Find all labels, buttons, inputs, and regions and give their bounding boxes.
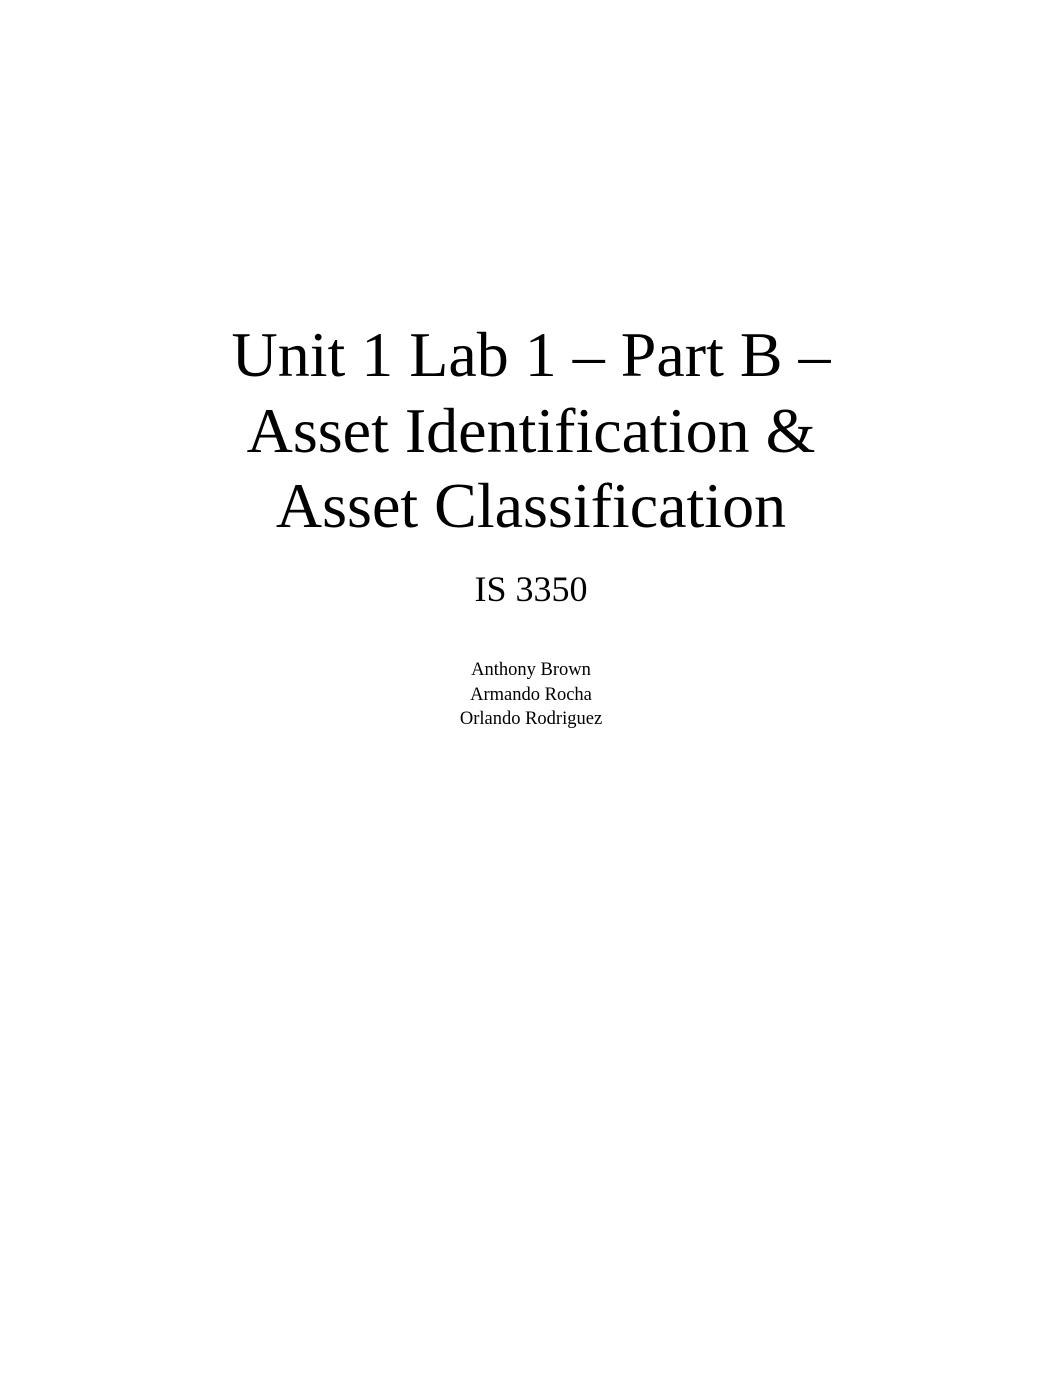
course-subtitle: IS 3350 <box>0 568 1062 610</box>
author-name: Armando Rocha <box>0 683 1062 708</box>
title-line-3: Asset Classification <box>0 468 1062 544</box>
author-name: Orlando Rodriguez <box>0 707 1062 732</box>
authors-block: Anthony Brown Armando Rocha Orlando Rodr… <box>0 658 1062 733</box>
title-line-1: Unit 1 Lab 1 – Part B – <box>0 317 1062 393</box>
author-name: Anthony Brown <box>0 658 1062 683</box>
title-line-2: Asset Identification & <box>0 393 1062 469</box>
document-page: Unit 1 Lab 1 – Part B – Asset Identifica… <box>0 0 1062 1377</box>
title-block: Unit 1 Lab 1 – Part B – Asset Identifica… <box>0 317 1062 732</box>
